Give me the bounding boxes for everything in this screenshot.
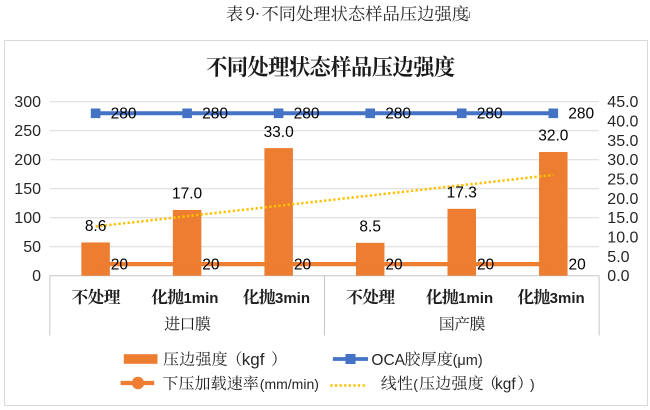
svg-text:25.0: 25.0	[607, 172, 638, 189]
svg-text:5.0: 5.0	[607, 249, 629, 266]
svg-text:280: 280	[385, 106, 411, 123]
svg-text:280: 280	[111, 106, 137, 123]
svg-text:280: 280	[294, 106, 320, 123]
svg-text:30.0: 30.0	[607, 152, 638, 169]
svg-text:17.3: 17.3	[447, 185, 477, 202]
svg-text:280: 280	[477, 106, 503, 123]
svg-text:20: 20	[477, 257, 495, 274]
svg-text:(μm): (μm)	[453, 353, 483, 369]
svg-text:35.0: 35.0	[607, 133, 638, 150]
svg-text:45.0: 45.0	[607, 94, 638, 111]
svg-text:(: (	[413, 376, 418, 392]
svg-text:200: 200	[14, 152, 41, 169]
svg-text:250: 250	[14, 123, 41, 140]
svg-text:17.0: 17.0	[172, 186, 203, 203]
svg-text:280: 280	[202, 106, 228, 123]
svg-text:1min: 1min	[458, 290, 493, 307]
svg-text:32.0: 32.0	[538, 128, 569, 145]
svg-text:40.0: 40.0	[607, 114, 638, 131]
svg-text:280: 280	[568, 106, 594, 123]
svg-text:15.0: 15.0	[607, 210, 638, 227]
svg-text:kgf: kgf	[242, 350, 265, 369]
svg-text:3min: 3min	[550, 290, 585, 307]
svg-text:50: 50	[23, 239, 41, 256]
svg-text:3min: 3min	[275, 290, 310, 307]
svg-text:): )	[530, 376, 535, 392]
svg-text:20: 20	[385, 257, 403, 274]
svg-text:150: 150	[14, 181, 41, 198]
svg-text:0.0: 0.0	[607, 268, 629, 285]
svg-text:8.5: 8.5	[359, 219, 381, 236]
svg-text:0: 0	[32, 268, 41, 285]
svg-text:OCA: OCA	[371, 352, 405, 369]
svg-text:8.6: 8.6	[85, 218, 107, 235]
svg-text:300: 300	[14, 94, 41, 111]
svg-text:10.0: 10.0	[607, 230, 638, 247]
svg-text:(mm/min): (mm/min)	[260, 376, 319, 392]
svg-text:1min: 1min	[183, 290, 218, 307]
svg-text:33.0: 33.0	[264, 124, 295, 141]
svg-text:kgf: kgf	[495, 376, 516, 393]
svg-text:20: 20	[111, 257, 129, 274]
svg-text:20: 20	[569, 257, 587, 274]
svg-text:20: 20	[202, 257, 220, 274]
svg-text:20.0: 20.0	[607, 191, 638, 208]
svg-text:100: 100	[14, 210, 41, 227]
svg-text:20: 20	[294, 257, 312, 274]
